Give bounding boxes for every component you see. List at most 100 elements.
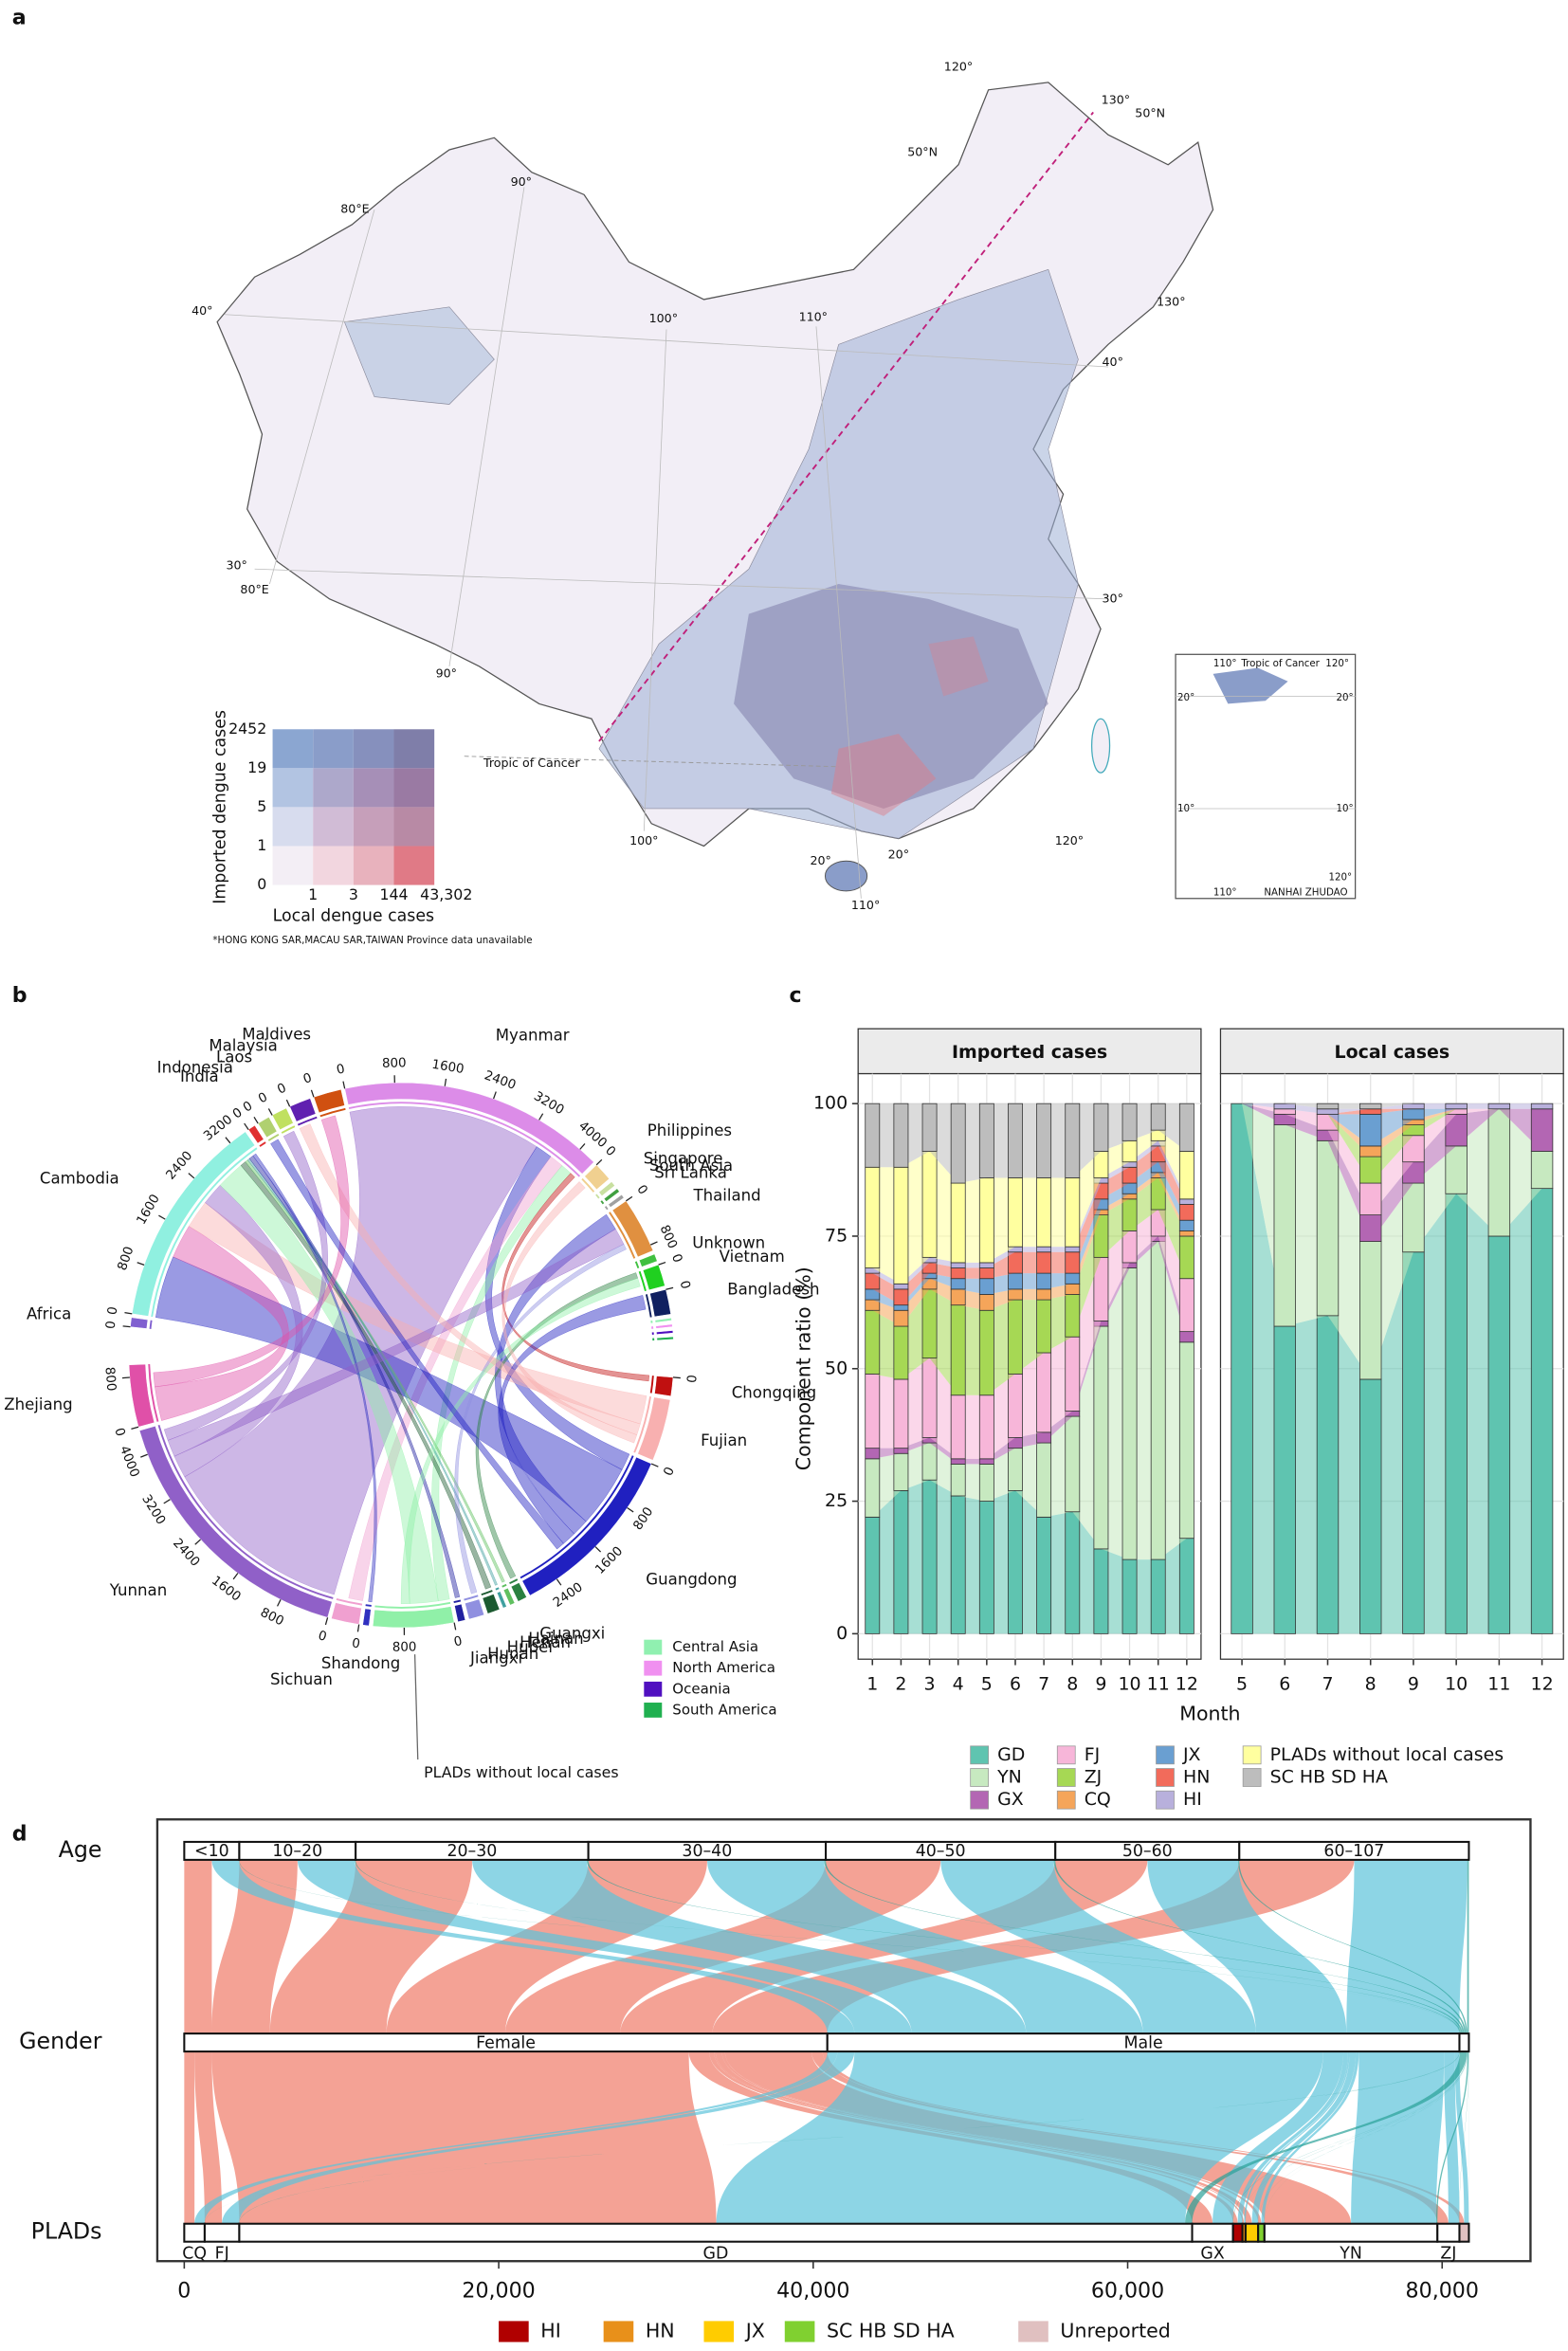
segment-label: Laos xyxy=(216,1048,252,1066)
region-local xyxy=(830,734,937,816)
legend-swatch xyxy=(970,1768,990,1787)
chord-tick-label: 800 xyxy=(382,1056,407,1071)
chord-arc xyxy=(128,1363,155,1428)
panel-label: b xyxy=(12,983,27,1008)
row-label: Age xyxy=(59,1836,102,1863)
flow-ribbon xyxy=(238,1859,1460,2034)
bar-segment xyxy=(1178,1278,1194,1333)
chord-ribbon xyxy=(430,1165,572,1602)
chord-ribbon xyxy=(299,1123,641,1435)
chord-tick-label: 0 xyxy=(105,1305,120,1316)
bar-segment xyxy=(1065,1272,1081,1285)
bar-segment xyxy=(1036,1516,1052,1634)
chord-arc xyxy=(271,1107,294,1131)
inset-land xyxy=(1212,667,1288,704)
bar-segment xyxy=(921,1479,938,1634)
stack-area xyxy=(1242,1103,1542,1146)
stratum xyxy=(238,2222,1194,2243)
flow-ribbon xyxy=(1232,2051,1468,2224)
bar-segment xyxy=(1065,1251,1081,1274)
bivariate-legend: 2452 19 5 1 0 1 3 144 43,302 Imported dengue case… xyxy=(210,710,532,946)
inset-label: 120° xyxy=(1328,872,1352,884)
inset-label: 110° xyxy=(1213,886,1237,898)
chord-tick xyxy=(277,1599,282,1607)
bar-segment xyxy=(950,1495,966,1634)
bar-segment xyxy=(921,1288,938,1358)
bar-segment xyxy=(1036,1299,1052,1354)
segment-label: Africa xyxy=(27,1305,71,1323)
panel-label: c xyxy=(790,983,802,1008)
bar-segment xyxy=(893,1103,909,1168)
chord-ribbon xyxy=(173,1184,303,1478)
x-tick-label: 11 xyxy=(1147,1674,1170,1695)
bar-segment xyxy=(1036,1246,1052,1253)
flow-ribbon xyxy=(1251,2051,1357,2224)
chord-ribbon xyxy=(498,1295,647,1544)
bar-segment xyxy=(1065,1283,1081,1295)
bivariate-cell xyxy=(272,729,314,769)
legend-x-tick: 43,302 xyxy=(420,885,472,903)
bar-segment xyxy=(1316,1108,1340,1115)
bar-segment xyxy=(1487,1235,1511,1634)
flow-ribbon xyxy=(824,1859,1465,2034)
x-tick-label: 12 xyxy=(1176,1674,1198,1695)
bivariate-cell xyxy=(393,846,435,885)
chord-arc xyxy=(510,1582,527,1602)
bar-segment xyxy=(1008,1103,1023,1178)
map-label: 30° xyxy=(1103,591,1123,605)
chord-arc xyxy=(656,1336,674,1341)
legend-swatch xyxy=(1156,1768,1175,1787)
bivariate-cell xyxy=(272,807,314,847)
bar-segment xyxy=(1036,1352,1052,1433)
legend-swatch xyxy=(644,1660,663,1676)
legend-x-tick: 144 xyxy=(379,885,408,903)
bar-segment xyxy=(921,1103,938,1152)
map-label: 20° xyxy=(811,853,831,867)
chord-inner-arc xyxy=(336,1598,363,1606)
chord-inner-arc xyxy=(604,1206,609,1211)
bar-segment xyxy=(1008,1299,1023,1375)
flow-ribbon xyxy=(194,2051,838,2224)
graticule xyxy=(815,326,862,899)
bivariate-cell xyxy=(272,846,314,885)
bar-segment xyxy=(978,1464,994,1502)
tropic-line xyxy=(464,756,839,768)
bar-segment xyxy=(1445,1103,1468,1110)
bivariate-cell xyxy=(272,768,314,808)
flow-ribbon xyxy=(204,2051,1460,2224)
bar-segment xyxy=(865,1373,881,1449)
bar-segment xyxy=(865,1458,881,1518)
chord-arc xyxy=(656,1330,674,1335)
segment-label: Unknown xyxy=(692,1233,765,1251)
hainan xyxy=(824,860,868,892)
bivariate-cell xyxy=(313,729,354,769)
chord-arc xyxy=(257,1117,278,1139)
bar-segment xyxy=(893,1166,909,1285)
inset-label: 20° xyxy=(1336,692,1353,703)
segment-label: Sri Lanka xyxy=(654,1163,727,1181)
segment-label: Maldives xyxy=(242,1026,311,1044)
map-label: 90° xyxy=(511,174,532,189)
x-tick-label: 10 xyxy=(1445,1674,1468,1695)
legend-swatch xyxy=(784,2321,815,2342)
bar-segment xyxy=(1150,1103,1166,1131)
map-label: 120° xyxy=(944,60,973,74)
map-label: 40° xyxy=(1103,355,1123,369)
x-tick-label: 80,000 xyxy=(1406,2278,1479,2303)
chord-tick xyxy=(594,1546,602,1553)
facet-title: Local cases xyxy=(1335,1042,1450,1063)
bivariate-cell xyxy=(353,768,394,808)
bar-segment xyxy=(893,1304,909,1311)
stack-area xyxy=(1242,1103,1542,1242)
chord-tick-label: 0 xyxy=(677,1279,693,1290)
segment-label: Cambodia xyxy=(40,1170,119,1188)
bar-segment xyxy=(1359,1103,1382,1110)
chord-inner-arc xyxy=(581,1177,595,1193)
map-label: 40° xyxy=(191,303,212,318)
bivariate-cell xyxy=(313,807,354,847)
bar-segment xyxy=(1150,1558,1166,1634)
chord-tick xyxy=(665,1286,674,1290)
bar-segment xyxy=(1445,1193,1468,1634)
facet-strip xyxy=(857,1028,1202,1075)
stratum xyxy=(1244,2222,1260,2243)
